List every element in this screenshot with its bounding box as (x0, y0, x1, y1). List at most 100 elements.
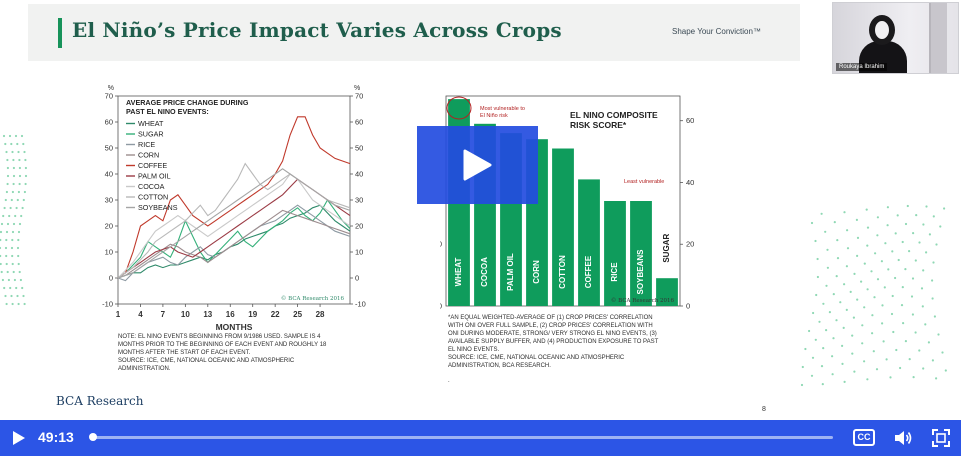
decoration-dot (820, 365, 824, 368)
decoration-dot (876, 278, 880, 281)
closed-captions-button[interactable]: CC (853, 429, 875, 446)
decoration-dot (843, 283, 846, 286)
decoration-dot (865, 208, 868, 211)
volume-button[interactable] (893, 428, 913, 448)
y-tick-label-left: 30 (105, 196, 113, 205)
x-tick-label: 4 (138, 310, 143, 319)
brand-logo: BCA Research (56, 394, 144, 408)
decoration-dot (11, 230, 15, 234)
decoration-dot (19, 278, 22, 282)
decoration-dot (16, 142, 19, 146)
decoration-dot (863, 262, 866, 265)
decoration-dot (896, 214, 899, 217)
decoration-dot (2, 134, 6, 138)
decoration-dot (814, 239, 817, 243)
decoration-dot (11, 150, 14, 154)
decoration-dot (874, 252, 877, 255)
decoration-dot (5, 238, 8, 242)
decoration-dot (851, 352, 854, 355)
decoration-dot (16, 294, 19, 298)
decoration-dot (15, 206, 18, 210)
decoration-dot (884, 242, 887, 245)
decoration-dot (22, 142, 25, 146)
left-line-chart: -10 -10 0 0 10 10 20 20 30 30 40 40 50 50 60 60 70 70% % 1 4… (102, 85, 366, 332)
bar-cotton (552, 148, 574, 306)
decoration-dot (23, 150, 26, 154)
decoration-dot (23, 190, 26, 194)
decoration-dot (872, 350, 875, 353)
webcam-thumbnail[interactable]: Roukaya Ibrahim (832, 2, 959, 74)
decoration-dot (935, 377, 938, 380)
decoration-dot (856, 254, 859, 257)
decoration-dot (6, 166, 9, 170)
decoration-dot (920, 287, 924, 290)
legend-label: SOYBEANS (138, 203, 178, 212)
progress-bar[interactable] (89, 433, 833, 441)
decoration-dot (841, 344, 844, 347)
decoration-dot (890, 312, 894, 316)
decoration-dot (800, 383, 804, 387)
bar-coffee (578, 179, 600, 306)
decoration-dot (8, 214, 11, 218)
decoration-dot (5, 230, 9, 234)
y-tick-label-left: 20 (105, 222, 113, 231)
decoration-dot (4, 142, 7, 146)
bar-sugar (656, 278, 678, 306)
decoration-dot (895, 348, 898, 352)
legend-label: COTTON (138, 193, 168, 202)
y-tick-label-right: 20 (355, 222, 363, 231)
decoration-dot (875, 368, 879, 371)
decoration-dot (17, 190, 20, 194)
x-tick-label: 19 (248, 310, 257, 319)
y-tick-label-right: 50 (355, 144, 363, 153)
decoration-dot (866, 378, 869, 381)
decoration-dot (0, 246, 2, 250)
decoration-dot (816, 257, 819, 261)
bar-rice (604, 201, 626, 306)
decoration-dot (853, 272, 856, 275)
decoration-dot (891, 250, 894, 253)
decoration-dot (24, 158, 27, 162)
decoration-dot (6, 222, 10, 226)
decoration-dot (927, 341, 930, 344)
decoration-dot (908, 358, 911, 361)
decoration-dot (0, 238, 2, 242)
slide-header (28, 4, 800, 61)
most-vulnerable-label: Most vulnerable to (480, 106, 525, 112)
decoration-dot (18, 158, 21, 162)
y-tick-label-left: 40 (105, 170, 113, 179)
play-button[interactable] (8, 428, 28, 448)
decoration-dot (836, 239, 839, 242)
video-frame: El Niño’s Price Impact Varies Across Cro… (0, 2, 959, 413)
right-dot-swirl-decoration (800, 204, 947, 387)
y-tick-label-right: 0 (355, 274, 359, 283)
decoration-dot (922, 367, 925, 370)
decoration-dot (932, 215, 935, 218)
video-play-overlay-button[interactable] (417, 126, 538, 204)
decoration-dot (880, 260, 883, 263)
decoration-dot (831, 355, 834, 358)
decoration-dot (891, 294, 894, 298)
progress-handle[interactable] (89, 433, 97, 441)
decoration-dot (866, 244, 869, 247)
decoration-dot (5, 254, 8, 258)
fullscreen-button[interactable] (931, 428, 951, 448)
decoration-dot (811, 356, 815, 359)
decoration-dot (876, 234, 879, 237)
slide-tagline: Shape Your Conviction™ (672, 27, 761, 36)
player-control-bar: 49:13 CC (0, 420, 961, 456)
y-tick-label-right: 60 (686, 116, 694, 125)
bar-label: SOYBEANS (636, 249, 645, 295)
decoration-dot (10, 246, 14, 250)
decoration-dot (941, 351, 944, 354)
decoration-dot (918, 241, 921, 244)
decoration-dot (886, 206, 889, 209)
decoration-dot (6, 174, 10, 178)
decoration-dot (871, 314, 874, 317)
decoration-dot (843, 211, 846, 214)
decoration-dot (892, 330, 895, 334)
left-axis-unit: % (108, 85, 114, 92)
decoration-dot (3, 206, 6, 210)
y-tick-label-left: 20 (440, 240, 442, 249)
decoration-dot (873, 296, 876, 299)
